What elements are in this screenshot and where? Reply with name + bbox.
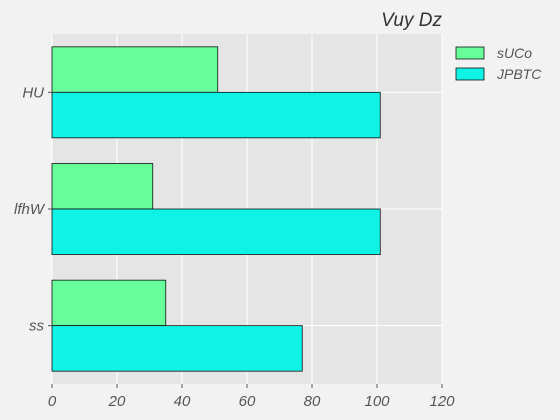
bars: [51, 46, 381, 372]
y-tick-label: lfhW: [14, 201, 46, 218]
bar-JPBTC-ss: [51, 325, 303, 372]
legend-swatch-sUCo: [455, 46, 485, 60]
x-tick-label: 20: [108, 393, 126, 410]
x-axis-ticks: 0 20 40 60 80 100 120: [48, 384, 455, 410]
chart-title: Vuy Dz: [381, 10, 442, 31]
legend-swatch-JPBTC: [455, 67, 485, 81]
bar-sUCo-ss: [51, 279, 167, 327]
legend-label-sUCo: sUCo: [497, 45, 532, 61]
bar-sUCo-lfhW: [51, 163, 154, 210]
bar-sUCo-HU: [51, 46, 219, 93]
bar-JPBTC-HU: [51, 91, 381, 139]
x-tick-label: 60: [239, 393, 256, 410]
x-tick-label: 120: [429, 393, 455, 410]
y-tick-label: ss: [29, 318, 45, 335]
bar-JPBTC-lfhW: [51, 208, 381, 255]
x-tick-label: 40: [174, 393, 191, 410]
y-axis-ticks: HU lfhW ss: [14, 84, 52, 335]
y-tick-label: HU: [22, 84, 44, 101]
legend-label-JPBTC: JPBTC: [496, 66, 542, 82]
legend: sUCo JPBTC: [455, 45, 542, 82]
x-tick-label: 0: [48, 393, 57, 410]
x-tick-label: 80: [304, 393, 321, 410]
x-tick-label: 100: [364, 393, 390, 410]
